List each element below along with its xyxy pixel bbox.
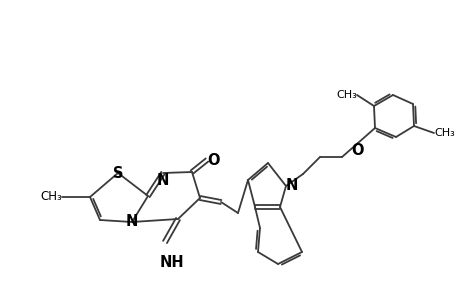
Text: O: O <box>207 152 219 167</box>
Text: CH₃: CH₃ <box>40 190 62 203</box>
Text: N: N <box>126 214 138 230</box>
Text: O: O <box>351 143 364 158</box>
Text: S: S <box>112 166 123 181</box>
Text: CH₃: CH₃ <box>336 90 356 100</box>
Text: N: N <box>157 173 169 188</box>
Text: N: N <box>285 178 298 194</box>
Text: CH₃: CH₃ <box>433 128 454 138</box>
Text: NH: NH <box>159 255 184 270</box>
